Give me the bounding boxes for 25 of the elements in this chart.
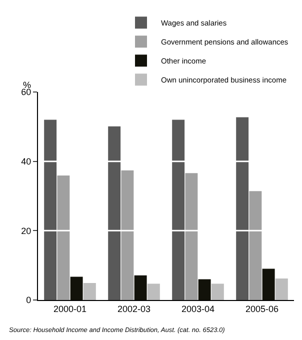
y-tick-label: 20 xyxy=(21,226,32,236)
bar xyxy=(262,268,275,300)
y-tick-label: 60 xyxy=(21,87,32,98)
x-tick-label: 2005-06 xyxy=(245,304,279,314)
bar xyxy=(134,275,147,300)
bar xyxy=(147,284,160,300)
y-tick-label: 40 xyxy=(21,156,32,166)
bar xyxy=(44,120,57,300)
y-tick-label: 0 xyxy=(26,295,32,306)
bar xyxy=(211,284,224,300)
bar xyxy=(108,126,121,300)
x-tick-label: 2003-04 xyxy=(181,304,215,314)
bar xyxy=(275,278,288,300)
bar xyxy=(57,176,70,300)
x-tick-label: 2002-03 xyxy=(117,304,151,314)
bar xyxy=(70,276,83,300)
bar xyxy=(172,120,185,300)
bar xyxy=(198,279,211,300)
x-tick-label: 2000-01 xyxy=(53,304,87,314)
bar xyxy=(236,117,249,300)
bar xyxy=(249,191,262,300)
bar xyxy=(185,173,198,300)
y-axis-title: % xyxy=(23,80,32,90)
bar xyxy=(83,283,96,300)
bar xyxy=(121,170,134,300)
